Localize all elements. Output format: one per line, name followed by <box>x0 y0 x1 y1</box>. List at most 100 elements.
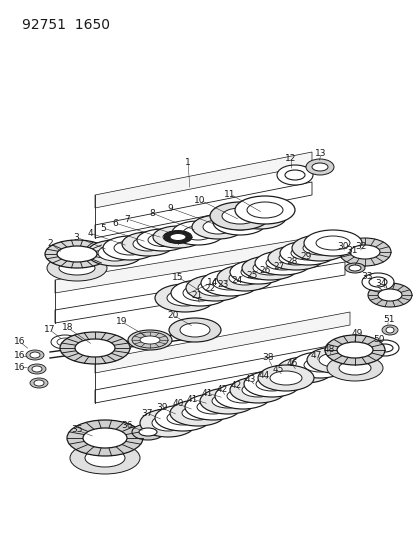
Text: 6: 6 <box>112 219 118 228</box>
Ellipse shape <box>370 340 398 356</box>
Ellipse shape <box>140 409 195 437</box>
Ellipse shape <box>243 209 275 223</box>
Text: 18: 18 <box>62 324 74 333</box>
Ellipse shape <box>315 236 349 250</box>
Ellipse shape <box>228 271 260 285</box>
Polygon shape <box>55 232 344 293</box>
Text: 13: 13 <box>314 149 326 157</box>
Ellipse shape <box>290 246 324 260</box>
Ellipse shape <box>240 265 274 279</box>
Text: 20: 20 <box>167 311 178 319</box>
Ellipse shape <box>70 442 140 474</box>
Text: 16: 16 <box>14 351 26 359</box>
Ellipse shape <box>103 236 157 260</box>
Ellipse shape <box>152 415 183 431</box>
Ellipse shape <box>212 276 247 290</box>
Ellipse shape <box>154 405 211 431</box>
Ellipse shape <box>235 196 294 224</box>
Text: 50: 50 <box>373 335 384 344</box>
Ellipse shape <box>230 260 285 284</box>
Ellipse shape <box>57 338 73 346</box>
Ellipse shape <box>214 383 271 409</box>
Text: 28: 28 <box>286 256 297 265</box>
Ellipse shape <box>164 230 192 244</box>
Polygon shape <box>95 152 311 208</box>
Ellipse shape <box>60 332 130 364</box>
Ellipse shape <box>209 202 269 230</box>
Polygon shape <box>95 312 349 373</box>
Text: 46: 46 <box>286 359 297 368</box>
Ellipse shape <box>211 394 243 408</box>
Text: 45: 45 <box>272 366 283 375</box>
Text: 4: 4 <box>87 229 93 238</box>
Ellipse shape <box>30 352 40 358</box>
Ellipse shape <box>276 357 332 383</box>
Text: 27: 27 <box>273 262 284 271</box>
Ellipse shape <box>344 263 364 273</box>
Text: 35: 35 <box>71 425 83 434</box>
Ellipse shape <box>169 318 221 342</box>
Text: 19: 19 <box>116 318 128 327</box>
Text: 5: 5 <box>100 223 106 232</box>
Text: 15: 15 <box>172 272 183 281</box>
Ellipse shape <box>182 406 214 420</box>
Ellipse shape <box>338 361 370 375</box>
Ellipse shape <box>28 364 46 374</box>
Ellipse shape <box>170 233 185 240</box>
Ellipse shape <box>221 208 257 224</box>
Ellipse shape <box>154 284 214 312</box>
Ellipse shape <box>34 380 44 386</box>
Ellipse shape <box>306 347 362 373</box>
Ellipse shape <box>216 265 272 291</box>
Text: 16: 16 <box>14 364 26 373</box>
Ellipse shape <box>266 256 299 270</box>
Ellipse shape <box>230 377 285 403</box>
Ellipse shape <box>98 245 132 261</box>
Text: 7: 7 <box>124 214 130 223</box>
Ellipse shape <box>199 388 255 414</box>
Text: 17: 17 <box>44 326 56 335</box>
Text: 42: 42 <box>216 385 227 394</box>
Ellipse shape <box>252 261 286 275</box>
Text: 92751  1650: 92751 1650 <box>22 18 110 32</box>
Text: 41: 41 <box>186 394 197 403</box>
Text: 49: 49 <box>351 328 362 337</box>
Ellipse shape <box>377 289 401 301</box>
Text: 12: 12 <box>285 154 296 163</box>
Text: 42: 42 <box>230 381 241 390</box>
Ellipse shape <box>197 280 231 296</box>
Text: 25: 25 <box>246 271 257 279</box>
Ellipse shape <box>385 327 393 333</box>
Ellipse shape <box>183 285 216 301</box>
Ellipse shape <box>83 428 127 448</box>
Ellipse shape <box>139 428 157 436</box>
Ellipse shape <box>140 336 159 344</box>
Ellipse shape <box>324 335 384 365</box>
Ellipse shape <box>212 209 266 235</box>
Ellipse shape <box>128 330 171 350</box>
Ellipse shape <box>133 237 163 251</box>
Text: 21: 21 <box>191 290 202 300</box>
Ellipse shape <box>197 400 228 414</box>
Ellipse shape <box>45 240 109 268</box>
Ellipse shape <box>381 325 397 335</box>
Ellipse shape <box>132 332 168 348</box>
Text: 37: 37 <box>141 408 152 417</box>
Text: 43: 43 <box>244 376 255 384</box>
Text: 34: 34 <box>375 279 386 287</box>
Text: 48: 48 <box>323 345 334 354</box>
Ellipse shape <box>254 251 310 275</box>
Text: 16: 16 <box>14 337 26 346</box>
Ellipse shape <box>170 400 225 426</box>
Text: 40: 40 <box>172 400 183 408</box>
Ellipse shape <box>180 323 209 337</box>
Ellipse shape <box>302 241 336 255</box>
Text: 29: 29 <box>299 252 311 261</box>
Ellipse shape <box>376 344 392 352</box>
Text: 51: 51 <box>382 316 394 325</box>
Ellipse shape <box>291 352 347 378</box>
Ellipse shape <box>288 363 320 377</box>
Ellipse shape <box>318 353 350 367</box>
Ellipse shape <box>132 424 164 440</box>
Ellipse shape <box>361 273 393 291</box>
